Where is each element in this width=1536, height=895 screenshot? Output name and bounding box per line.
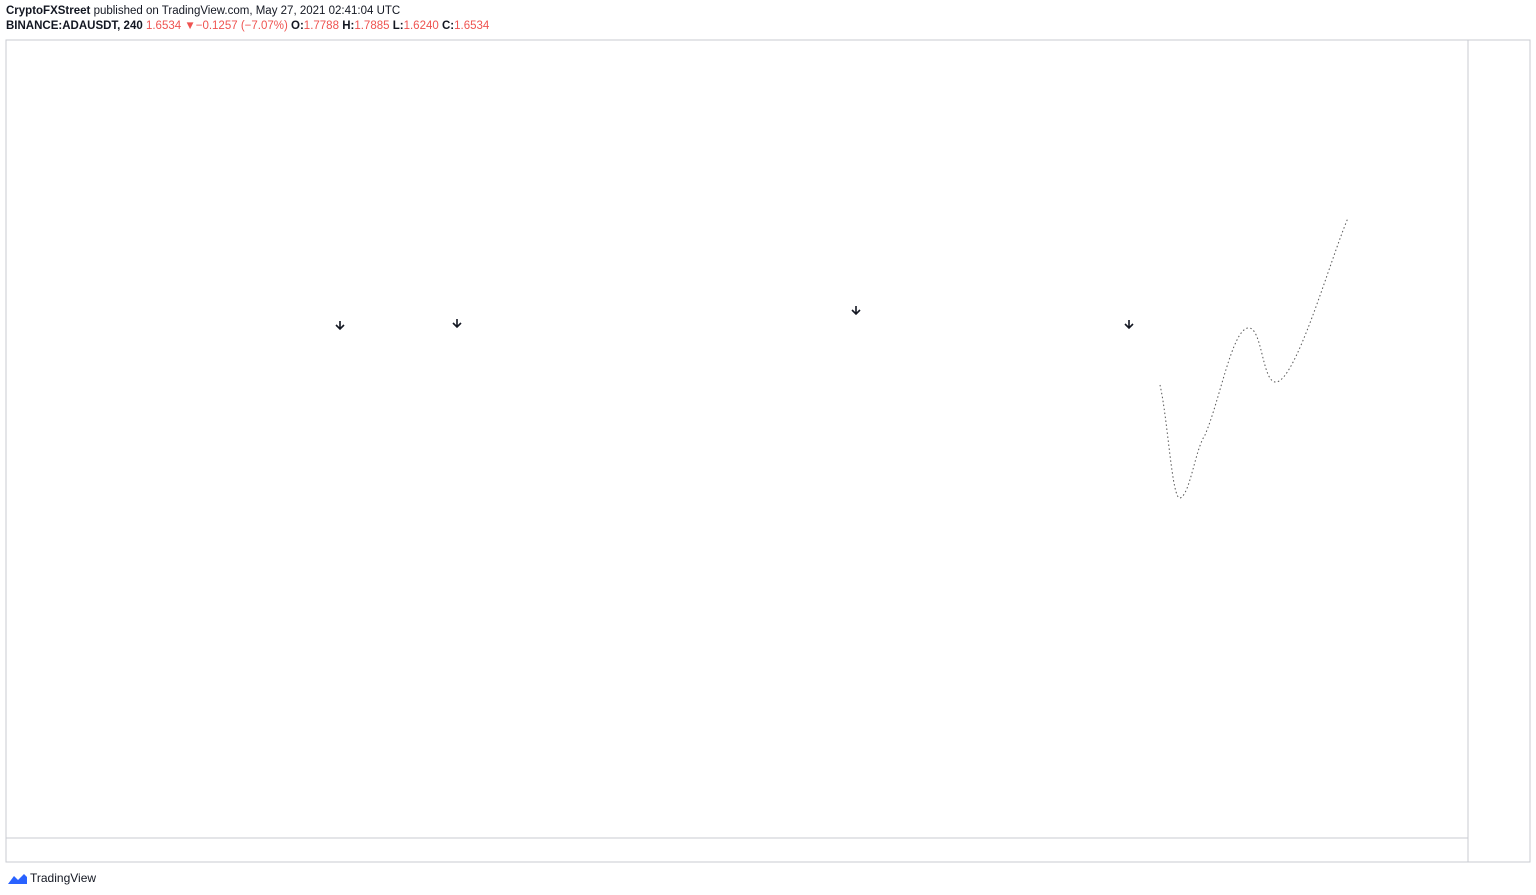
author: CryptoFXStreet [6,5,91,17]
ohlc: O:1.7788 H:1.7885 L:1.6240 C:1.6534 [291,20,489,32]
change: −0.1257 (−7.07%) [195,20,288,32]
symbol: BINANCE:ADAUSDT, 240 [6,20,143,32]
symbol-line: BINANCE:ADAUSDT, 240 1.6534 ▼−0.1257 (−7… [6,19,489,34]
ohlc-key: L: [392,20,404,32]
footer: TradingView [30,871,97,885]
arrow [851,306,861,316]
logo-icon [8,874,27,884]
arrow [335,321,345,331]
tradingview-logo [8,874,27,884]
arrow: ▼ [184,20,196,32]
ohlc-key: H: [342,20,355,32]
arrows [335,306,1134,331]
ohlc-key: C: [441,20,455,32]
arrow [1124,320,1134,330]
ohlc-key: O: [291,20,304,32]
ohlc-value: 1.6240 [403,20,439,32]
arrow [452,319,462,329]
chart-frame [5,39,1531,863]
published: published on TradingView.com, May 27, 20… [93,5,401,17]
ohlc-value: 1.7788 [303,20,339,32]
ohlc-value: 1.6534 [454,20,490,32]
ohlc-value: 1.7885 [354,20,390,32]
header: CryptoFXStreet published on TradingView.… [6,4,489,34]
publish-line: CryptoFXStreet published on TradingView.… [6,4,489,19]
last: 1.6534 [145,20,182,32]
